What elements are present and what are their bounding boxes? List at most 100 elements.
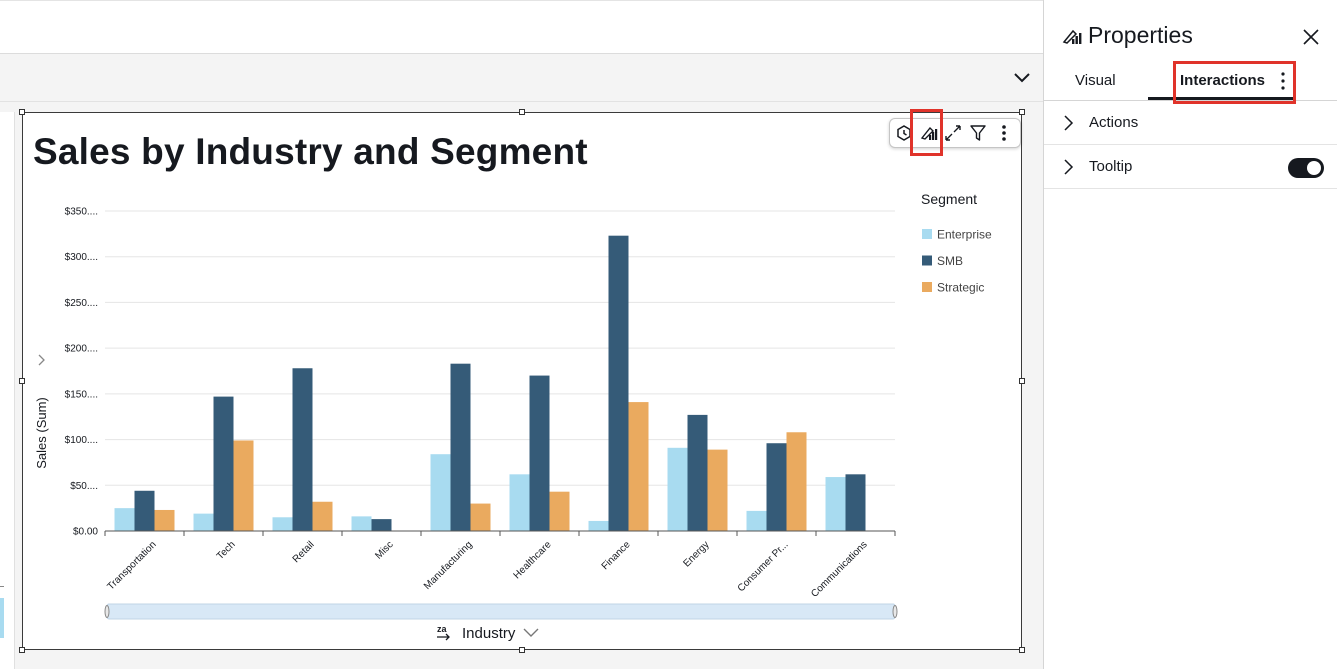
bar-enterprise: [825, 477, 846, 531]
bar-enterprise: [114, 508, 135, 531]
x-tick-label: Manufacturing: [422, 539, 475, 592]
bar-smb: [529, 375, 550, 531]
tab-visual[interactable]: Visual: [1075, 72, 1116, 89]
more-vertical-icon[interactable]: [1278, 71, 1288, 91]
bar-strategic: [707, 449, 728, 531]
chart-svg: $0.00 $50.... $100.... $150.... $200.... $250…: [34, 191, 992, 642]
x-tick-label: Consumer Pr...: [736, 539, 791, 594]
properties-panel: Properties Visual Interactions Actions T…: [1043, 0, 1337, 669]
x-axis-title: Industry: [462, 625, 516, 642]
bar-enterprise: [430, 454, 451, 531]
resize-handle-top-left[interactable]: [19, 109, 25, 115]
y-tick-label: $150....: [65, 389, 98, 400]
filter-icon[interactable]: [968, 123, 988, 143]
bar-smb: [134, 490, 155, 531]
bar-enterprise: [746, 510, 767, 531]
y-tick-label: $350....: [65, 207, 98, 218]
chart-legend: Segment Enterprise SMB Strategic: [921, 191, 992, 295]
chart-grid: [105, 210, 895, 486]
chevron-right-icon: [1064, 115, 1074, 131]
y-axis-title: Sales (Sum): [34, 397, 49, 469]
x-tick-label: Healthcare: [512, 539, 554, 581]
y-tick-label: $300....: [65, 252, 98, 263]
resize-handle-bottom-left[interactable]: [19, 647, 25, 653]
legend-swatch: [922, 229, 932, 239]
bar-smb: [687, 414, 708, 531]
y-tick-label: $100....: [65, 435, 98, 446]
resize-handle-left[interactable]: [19, 378, 25, 384]
bar-smb: [766, 443, 787, 531]
section-actions-label: Actions: [1089, 114, 1139, 131]
resize-handle-top[interactable]: [519, 109, 525, 115]
bar-smb: [608, 235, 629, 531]
bar-smb: [213, 396, 234, 531]
tooltip-toggle[interactable]: [1288, 158, 1324, 178]
adjacent-visual-legend-mark: [0, 586, 4, 593]
close-icon[interactable]: [1300, 26, 1322, 48]
x-axis: [104, 530, 896, 536]
y-tick-label: $0.00: [73, 527, 98, 538]
bar-enterprise: [272, 517, 293, 531]
chevron-down-icon[interactable]: [1011, 66, 1033, 88]
section-tooltip-label: Tooltip: [1089, 158, 1133, 175]
top-bar: [0, 0, 1043, 54]
bar-strategic: [154, 509, 175, 531]
y-tick-label: $250....: [65, 298, 98, 309]
x-scroll-handle-left: [104, 605, 110, 618]
bar-strategic: [470, 503, 491, 531]
bar-enterprise: [509, 474, 530, 531]
tab-interactions[interactable]: Interactions: [1180, 72, 1266, 89]
legend-item: Strategic: [937, 281, 984, 295]
format-visual-icon[interactable]: [919, 123, 939, 143]
x-scroll-track: [106, 603, 896, 620]
bar-enterprise: [588, 520, 609, 531]
active-tab-indicator: [1148, 97, 1296, 100]
bar-smb: [371, 519, 392, 531]
section-tooltip[interactable]: Tooltip: [1044, 145, 1337, 189]
chevron-right-icon: [1064, 159, 1074, 175]
bar-smb: [845, 474, 866, 531]
legend-item: SMB: [937, 254, 963, 268]
x-tick-label: Communications: [809, 539, 869, 599]
legend-swatch: [922, 282, 932, 292]
bar-enterprise: [351, 516, 372, 531]
legend-item: Enterprise: [937, 228, 992, 242]
bar-strategic: [786, 432, 807, 531]
sheet-bar: [0, 54, 1043, 102]
expand-y-axis-icon: [38, 354, 45, 366]
bar-smb: [450, 363, 471, 531]
insights-icon[interactable]: [894, 123, 914, 143]
x-tick-label: Transportation: [106, 539, 159, 592]
bar-enterprise: [193, 513, 214, 531]
section-actions[interactable]: Actions: [1044, 101, 1337, 145]
x-tick-label: Misc: [373, 539, 395, 561]
format-visual-icon: [1061, 26, 1083, 48]
resize-handle-right[interactable]: [1019, 378, 1025, 384]
chevron-down-icon: [523, 628, 539, 637]
visual-toolbar: [889, 118, 1021, 148]
bar-strategic: [549, 491, 570, 531]
x-tick-label: Energy: [681, 539, 711, 569]
more-vertical-icon[interactable]: [994, 123, 1014, 143]
toggle-knob: [1307, 161, 1321, 175]
x-axis-labels: Transportation Tech Retail Misc Manufacturin…: [106, 539, 870, 600]
tabs-divider: [1044, 100, 1337, 101]
visual-title: Sales by Industry and Segment: [33, 131, 588, 172]
resize-handle-top-right[interactable]: [1019, 109, 1025, 115]
x-tick-label: Tech: [215, 539, 238, 562]
resize-handle-bottom-right[interactable]: [1019, 647, 1025, 653]
bar-chart-visual[interactable]: Sales by Industry and Segment $0.00 $50..…: [22, 112, 1022, 650]
resize-handle-bottom[interactable]: [519, 647, 525, 653]
svg-text:za: za: [437, 624, 448, 634]
bar-smb: [292, 368, 313, 531]
x-tick-label: Finance: [600, 539, 633, 572]
expand-icon[interactable]: [943, 123, 963, 143]
sort-icon: za: [437, 624, 450, 641]
chart-bars: [114, 235, 866, 531]
panel-title: Properties: [1088, 22, 1193, 48]
legend-title: Segment: [921, 191, 977, 207]
adjacent-visual[interactable]: [0, 112, 15, 669]
bar-strategic: [628, 402, 649, 531]
bar-strategic: [233, 440, 254, 531]
y-tick-label: $200....: [65, 344, 98, 355]
